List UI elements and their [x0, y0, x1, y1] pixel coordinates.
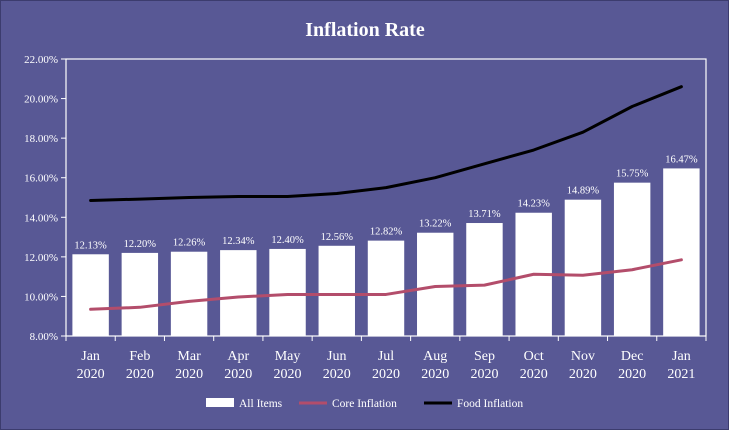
x-tick-label-year: 2020: [274, 367, 302, 382]
bar-data-label: 12.13%: [74, 240, 107, 251]
x-tick-label-month: Jan: [81, 349, 100, 364]
bar-data-label: 13.22%: [419, 219, 452, 230]
x-tick-label-month: May: [275, 349, 301, 364]
x-tick-label-year: 2020: [175, 367, 203, 382]
y-tick-label: 18.00%: [24, 133, 58, 145]
x-tick-label-month: Feb: [129, 349, 150, 364]
bar: [663, 168, 700, 336]
legend-swatch: [206, 398, 234, 407]
bar: [121, 252, 159, 336]
x-tick-label-month: Oct: [524, 349, 544, 364]
legend-label: Core Inflation: [332, 398, 397, 410]
x-tick-label-year: 2020: [618, 367, 646, 382]
x-tick-label-year: 2020: [421, 367, 449, 382]
bar-data-label: 12.34%: [222, 236, 255, 247]
bar: [220, 250, 257, 336]
x-tick-label-month: Sep: [474, 349, 495, 364]
bar-data-label: 12.82%: [370, 227, 403, 238]
bar: [72, 254, 109, 336]
bar-data-label: 12.40%: [271, 235, 304, 246]
bar-data-label: 15.75%: [616, 169, 649, 180]
line-food-inflation: [89, 85, 683, 202]
x-tick-label-month: Nov: [571, 349, 595, 364]
y-tick-label: 10.00%: [24, 291, 58, 303]
x-tick-label-year: 2021: [667, 367, 695, 382]
x-tick-label-year: 2020: [126, 367, 154, 382]
bar: [367, 240, 405, 336]
chart-title: Inflation Rate: [305, 19, 425, 41]
bar-data-label: 13.71%: [468, 209, 501, 220]
bar: [564, 199, 602, 336]
bar-data-label: 12.26%: [173, 238, 206, 249]
legend: All Items Core Inflation Food Inflation: [206, 398, 523, 410]
x-tick-label-month: Dec: [621, 349, 644, 364]
plot-area: 8.00% 10.00% 12.00% 14.00% 16.00% 18.00% 20.00…: [24, 54, 707, 382]
x-tick-label-month: Aug: [423, 349, 447, 364]
legend-label: All Items: [239, 398, 283, 410]
line-core-inflation: [89, 258, 683, 311]
x-tick-label-month: Apr: [227, 349, 249, 364]
x-tick-label-year: 2020: [224, 367, 252, 382]
bar: [318, 245, 355, 336]
x-tick-label-month: Mar: [177, 349, 201, 364]
x-tick-label-year: 2020: [569, 367, 597, 382]
x-tick-label-month: Jul: [378, 349, 394, 364]
bar-data-label: 12.20%: [124, 239, 157, 250]
x-tick-label-year: 2020: [77, 367, 105, 382]
bar: [170, 251, 208, 336]
bar-data-label: 16.47%: [665, 154, 698, 165]
bar-data-label: 14.23%: [518, 199, 551, 210]
y-tick-label: 16.00%: [24, 173, 58, 185]
y-tick-label: 22.00%: [24, 54, 58, 66]
x-tick-label-month: Jun: [327, 349, 346, 364]
y-tick-label: 12.00%: [24, 252, 58, 264]
legend-label: Food Inflation: [457, 398, 523, 410]
x-tick-label-year: 2020: [520, 367, 548, 382]
y-tick-label: 8.00%: [30, 331, 58, 343]
x-tick-label-year: 2020: [372, 367, 400, 382]
bar-data-label: 12.56%: [321, 232, 354, 243]
bar: [613, 182, 651, 336]
bar: [269, 248, 306, 336]
bar-data-label: 14.89%: [567, 186, 600, 197]
x-tick-label-year: 2020: [323, 367, 351, 382]
bar: [466, 223, 503, 336]
y-tick-label: 14.00%: [24, 212, 58, 224]
bar: [417, 232, 454, 336]
y-tick-label: 20.00%: [24, 94, 58, 106]
x-tick-label-year: 2020: [470, 367, 498, 382]
x-tick-label-month: Jan: [672, 349, 691, 364]
